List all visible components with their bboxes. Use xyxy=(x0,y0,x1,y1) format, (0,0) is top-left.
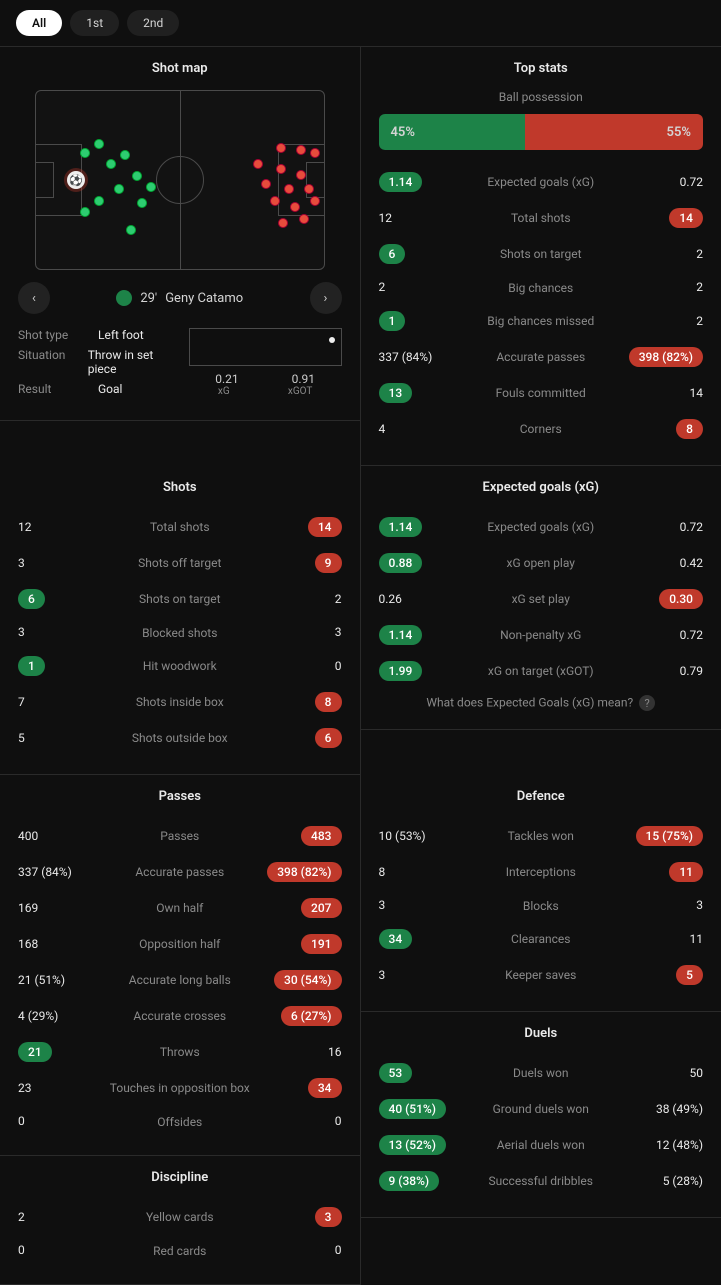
top-stats-rows: 1.14Expected goals (xG)0.7212Total shots… xyxy=(379,164,704,447)
stat-row: 40 (51%)Ground duels won38 (49%) xyxy=(379,1091,704,1127)
stat-row: 21 (51%)Accurate long balls30 (54%) xyxy=(18,962,342,998)
period-tabs: All 1st 2nd xyxy=(0,0,721,47)
discipline-section: Discipline 2Yellow cards30Red cards0 xyxy=(0,1156,360,1285)
shot-map-title: Shot map xyxy=(18,61,342,76)
shot-map-section: Shot map ‹ 29' Geny Catamo › xyxy=(0,47,360,421)
shots-section: Shots 12Total shots143Shots off target96… xyxy=(0,466,360,775)
defence-section: Defence 10 (53%)Tackles won15 (75%)8Inte… xyxy=(361,775,721,1012)
stat-row: 13 (52%)Aerial duels won12 (48%) xyxy=(379,1127,704,1163)
shot-marker[interactable] xyxy=(276,164,286,174)
prev-shot-button[interactable]: ‹ xyxy=(18,282,50,314)
stat-row: 2Yellow cards3 xyxy=(18,1199,342,1235)
shot-marker[interactable] xyxy=(296,170,306,180)
shot-marker[interactable] xyxy=(278,218,288,228)
stat-row: 6Shots on target2 xyxy=(379,236,704,272)
stat-row: 4 (29%)Accurate crosses6 (27%) xyxy=(18,998,342,1034)
shot-marker[interactable] xyxy=(80,148,90,158)
possession-label: Ball possession xyxy=(379,90,704,104)
stat-row: 1.14Expected goals (xG)0.72 xyxy=(379,164,704,200)
stat-row: 10 (53%)Tackles won15 (75%) xyxy=(379,818,704,854)
stat-row: 1.14Expected goals (xG)0.72 xyxy=(379,509,704,545)
stat-row: 1Hit woodwork0 xyxy=(18,648,342,684)
stat-row: 4Corners8 xyxy=(379,411,704,447)
stat-row: 8Interceptions11 xyxy=(379,854,704,890)
stat-row: 5Shots outside box6 xyxy=(18,720,342,756)
tab-all[interactable]: All xyxy=(16,10,62,36)
stat-row: 168Opposition half191 xyxy=(18,926,342,962)
xg-section: Expected goals (xG) 1.14Expected goals (… xyxy=(361,466,721,730)
stat-row: 337 (84%)Accurate passes398 (82%) xyxy=(379,339,704,375)
team-badge-icon xyxy=(116,290,132,306)
shot-marker[interactable] xyxy=(67,171,85,189)
shot-marker[interactable] xyxy=(80,207,90,217)
stat-row: 21Throws16 xyxy=(18,1034,342,1070)
goal-placement: 0.210.91 xGxGOT xyxy=(189,328,342,402)
stat-row: 9 (38%)Successful dribbles5 (28%) xyxy=(379,1163,704,1199)
stat-row: 1.14Non-penalty xG0.72 xyxy=(379,617,704,653)
stat-row: 0.88xG open play0.42 xyxy=(379,545,704,581)
stat-row: 6Shots on target2 xyxy=(18,581,342,617)
shot-marker[interactable] xyxy=(261,179,271,189)
help-icon: ? xyxy=(639,695,655,711)
top-stats-title: Top stats xyxy=(379,61,704,76)
stat-row: 400Passes483 xyxy=(18,818,342,854)
tab-1st[interactable]: 1st xyxy=(70,10,119,36)
shot-marker[interactable] xyxy=(290,202,300,212)
selected-shot: 29' Geny Catamo xyxy=(116,290,243,306)
shot-marker[interactable] xyxy=(253,159,263,169)
stat-row: 34Clearances11 xyxy=(379,921,704,957)
stat-row: 3Blocks3 xyxy=(379,890,704,921)
shot-marker[interactable] xyxy=(94,139,104,149)
stat-row: 12Total shots14 xyxy=(18,509,342,545)
shot-marker[interactable] xyxy=(270,196,280,206)
possession-bar: 45% 55% xyxy=(379,114,704,150)
shot-marker[interactable] xyxy=(132,171,142,181)
shot-detail-list: Shot typeLeft foot SituationThrow in set… xyxy=(18,328,171,402)
stat-row: 3Blocked shots3 xyxy=(18,617,342,648)
tab-2nd[interactable]: 2nd xyxy=(127,10,179,36)
shot-marker[interactable] xyxy=(137,198,147,208)
shot-marker[interactable] xyxy=(310,148,320,158)
shot-marker[interactable] xyxy=(120,150,130,160)
stat-row: 1.99xG on target (xGOT)0.79 xyxy=(379,653,704,689)
stat-row: 2Big chances2 xyxy=(379,272,704,303)
shot-minute: 29' xyxy=(140,291,157,306)
stat-row: 3Keeper saves5 xyxy=(379,957,704,993)
next-shot-button[interactable]: › xyxy=(310,282,342,314)
stat-row: 23Touches in opposition box34 xyxy=(18,1070,342,1106)
stat-row: 169Own half207 xyxy=(18,890,342,926)
shot-marker[interactable] xyxy=(299,214,309,224)
xg-help-link[interactable]: What does Expected Goals (xG) mean?? xyxy=(379,689,704,711)
stat-row: 12Total shots14 xyxy=(379,200,704,236)
pitch[interactable] xyxy=(35,90,325,270)
shot-marker[interactable] xyxy=(94,196,104,206)
shot-marker[interactable] xyxy=(276,143,286,153)
stat-row: 3Shots off target9 xyxy=(18,545,342,581)
shot-marker[interactable] xyxy=(304,184,314,194)
stat-row: 0Red cards0 xyxy=(18,1235,342,1266)
shot-player: Geny Catamo xyxy=(165,291,243,306)
duels-section: Duels 53Duels won5040 (51%)Ground duels … xyxy=(361,1012,721,1218)
shot-marker[interactable] xyxy=(310,196,320,206)
passes-section: Passes 400Passes483337 (84%)Accurate pas… xyxy=(0,775,360,1156)
stat-row: 7Shots inside box8 xyxy=(18,684,342,720)
shot-marker[interactable] xyxy=(146,182,156,192)
stat-row: 53Duels won50 xyxy=(379,1055,704,1091)
shot-marker[interactable] xyxy=(106,159,116,169)
stat-row: 1Big chances missed2 xyxy=(379,303,704,339)
stat-row: 337 (84%)Accurate passes398 (82%) xyxy=(18,854,342,890)
shot-marker[interactable] xyxy=(296,145,306,155)
stat-row: 0.26xG set play0.30 xyxy=(379,581,704,617)
shot-marker[interactable] xyxy=(126,225,136,235)
stat-row: 13Fouls committed14 xyxy=(379,375,704,411)
shot-marker[interactable] xyxy=(114,184,124,194)
shot-marker[interactable] xyxy=(284,184,294,194)
stat-row: 0Offsides0 xyxy=(18,1106,342,1137)
top-stats-section: Top stats Ball possession 45% 55% 1.14Ex… xyxy=(361,47,721,466)
